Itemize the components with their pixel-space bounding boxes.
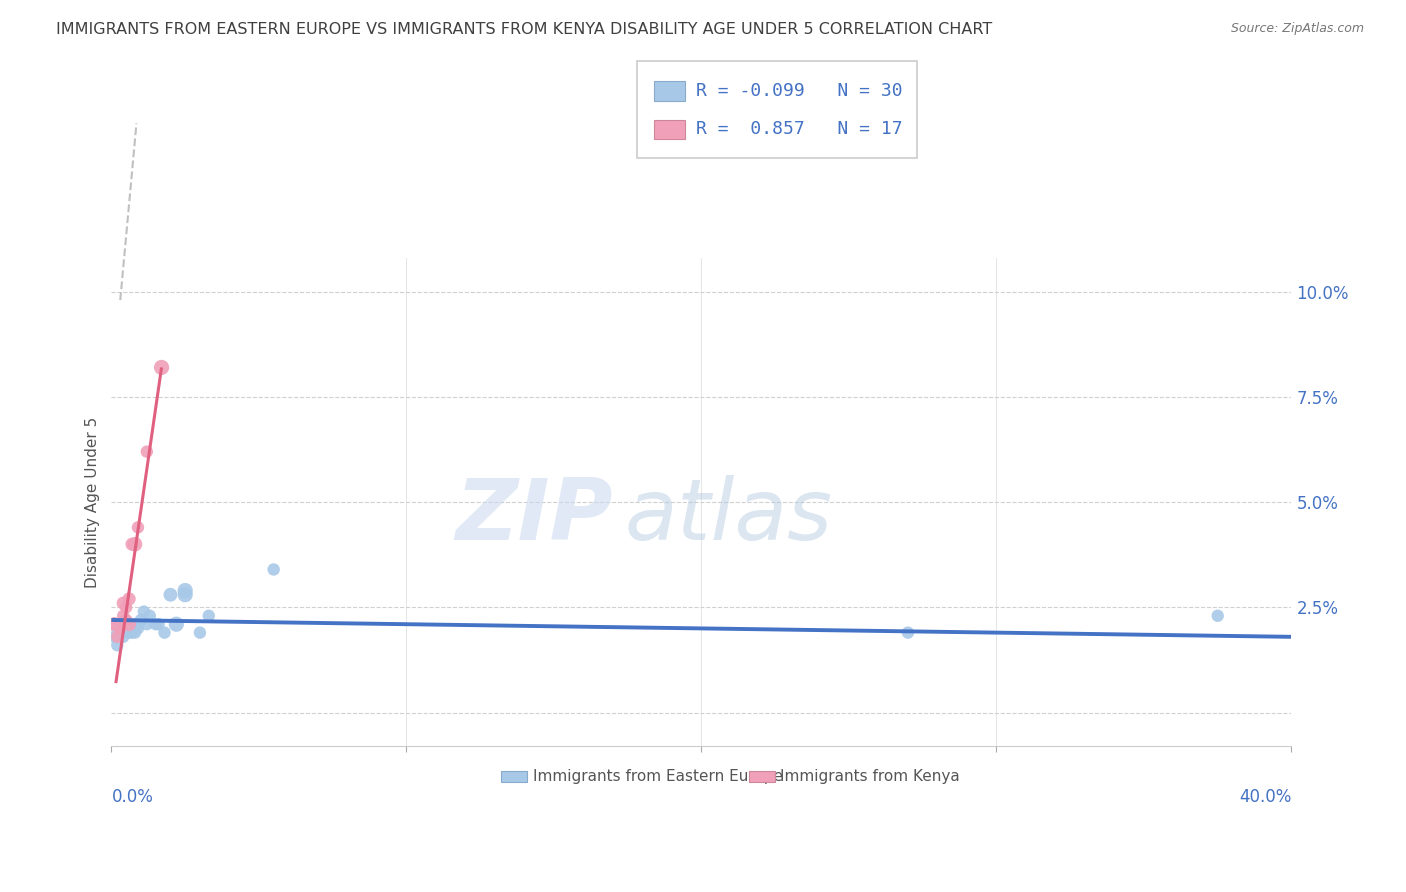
- Point: [118, 625, 141, 640]
- Point: [103, 617, 125, 632]
- Point: [132, 605, 155, 619]
- Point: [897, 625, 920, 640]
- Point: [103, 630, 125, 644]
- Point: [139, 608, 162, 623]
- Point: [148, 617, 170, 632]
- Point: [127, 520, 149, 534]
- Point: [188, 625, 211, 640]
- Text: IMMIGRANTS FROM EASTERN EUROPE VS IMMIGRANTS FROM KENYA DISABILITY AGE UNDER 5 C: IMMIGRANTS FROM EASTERN EUROPE VS IMMIGR…: [56, 22, 993, 37]
- Y-axis label: Disability Age Under 5: Disability Age Under 5: [86, 417, 100, 588]
- Point: [159, 588, 181, 602]
- Text: R =  0.857   N = 17: R = 0.857 N = 17: [696, 120, 903, 138]
- Point: [110, 617, 132, 632]
- Bar: [748, 772, 775, 782]
- Point: [112, 596, 135, 610]
- Text: ZIP: ZIP: [456, 475, 613, 558]
- Point: [150, 360, 173, 375]
- Point: [118, 591, 141, 606]
- Point: [121, 617, 143, 632]
- Point: [124, 537, 146, 551]
- Point: [112, 608, 135, 623]
- Point: [110, 625, 132, 640]
- Bar: [501, 772, 527, 782]
- Point: [197, 608, 219, 623]
- Point: [121, 537, 143, 551]
- Point: [129, 613, 152, 627]
- Point: [135, 617, 157, 632]
- Point: [174, 588, 197, 602]
- Point: [115, 613, 138, 627]
- Point: [1206, 608, 1229, 623]
- Point: [105, 638, 128, 652]
- Point: [112, 630, 135, 644]
- Point: [124, 625, 146, 640]
- Point: [103, 617, 125, 632]
- Text: 40.0%: 40.0%: [1239, 789, 1292, 806]
- Point: [105, 617, 128, 632]
- Text: atlas: atlas: [624, 475, 832, 558]
- Point: [263, 562, 285, 576]
- Text: Source: ZipAtlas.com: Source: ZipAtlas.com: [1230, 22, 1364, 36]
- Point: [124, 617, 146, 632]
- Point: [145, 617, 167, 632]
- Text: Immigrants from Kenya: Immigrants from Kenya: [780, 769, 960, 783]
- Point: [110, 617, 132, 632]
- Point: [127, 617, 149, 632]
- Point: [121, 625, 143, 640]
- Point: [174, 583, 197, 598]
- Point: [110, 621, 132, 635]
- Point: [115, 617, 138, 632]
- Text: Immigrants from Eastern Europe: Immigrants from Eastern Europe: [533, 769, 783, 783]
- Point: [165, 617, 187, 632]
- Text: 0.0%: 0.0%: [111, 789, 153, 806]
- Point: [127, 621, 149, 635]
- Point: [135, 444, 157, 458]
- Point: [153, 625, 176, 640]
- Point: [105, 630, 128, 644]
- Point: [118, 617, 141, 632]
- Text: R = -0.099   N = 30: R = -0.099 N = 30: [696, 82, 903, 100]
- Point: [115, 617, 138, 632]
- Point: [115, 600, 138, 615]
